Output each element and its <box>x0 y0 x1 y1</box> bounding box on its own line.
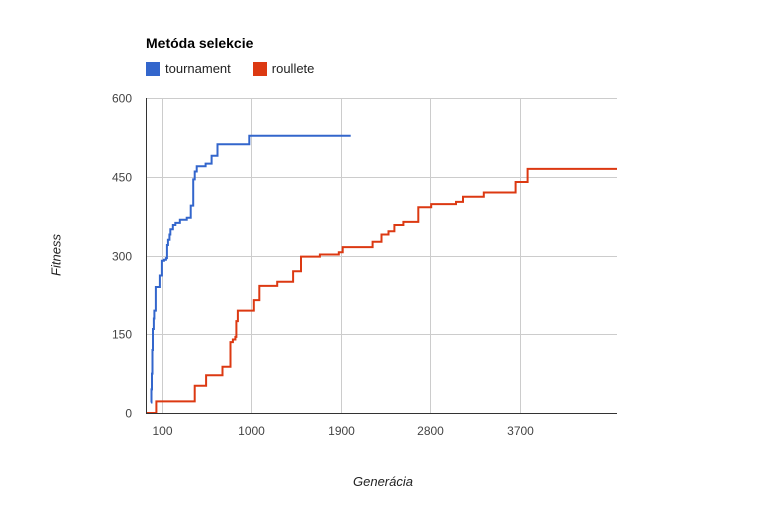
y-tick-label: 150 <box>112 328 132 342</box>
legend-swatch-tournament <box>146 61 160 76</box>
y-tick-label: 300 <box>112 250 132 264</box>
axes: 0 150 300 450 600 100 1000 1900 2800 3700 <box>112 92 617 438</box>
series-line-tournament <box>150 134 351 404</box>
x-tick-label: 2800 <box>417 424 444 438</box>
chart-title: Metóda selekcie <box>146 35 254 51</box>
series-line-roullete <box>146 167 617 414</box>
y-axis-title: Fitness <box>48 234 64 276</box>
y-tick-label: 450 <box>112 171 132 185</box>
x-tick-label: 3700 <box>507 424 534 438</box>
legend-item-tournament[interactable]: tournament <box>146 61 231 76</box>
y-tick-label: 600 <box>112 92 132 106</box>
series-layer <box>146 134 617 414</box>
x-tick-label: 1900 <box>328 424 355 438</box>
x-tick-label: 100 <box>152 424 172 438</box>
legend-item-roullete[interactable]: roullete <box>252 61 315 76</box>
legend-swatch-roullete <box>252 61 267 76</box>
x-tick-label: 1000 <box>238 424 265 438</box>
legend-label-roullete: roullete <box>271 61 315 76</box>
x-axis-title: Generácia <box>353 474 413 489</box>
grid <box>146 98 617 413</box>
legend: tournament roullete <box>146 61 336 76</box>
legend-label-tournament: tournament <box>165 61 231 76</box>
y-tick-label: 0 <box>125 407 132 421</box>
